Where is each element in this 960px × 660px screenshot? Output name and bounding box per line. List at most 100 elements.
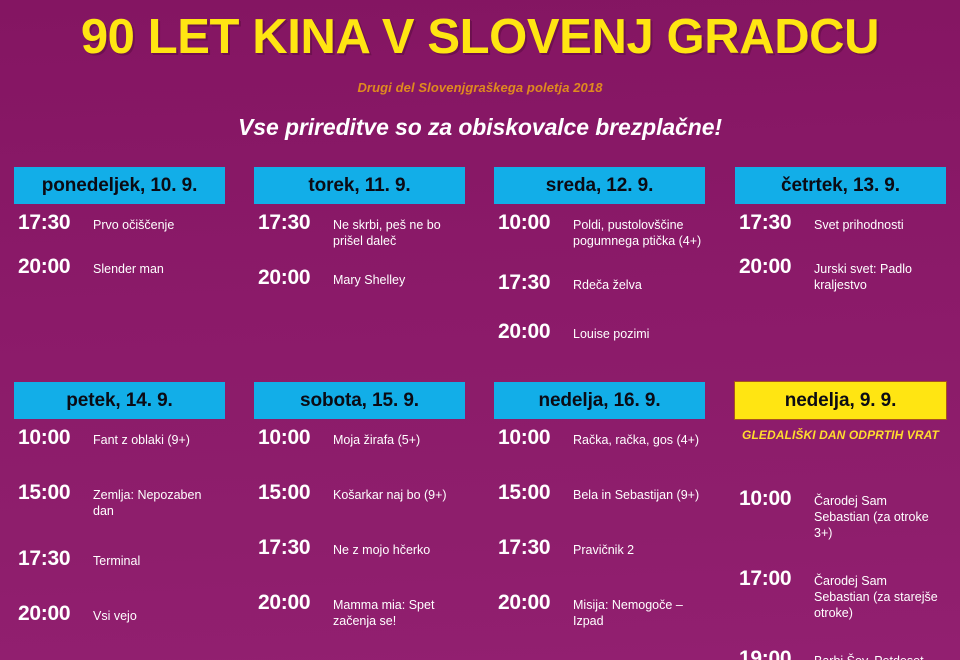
event-time: 20:00 (498, 591, 551, 614)
event-title: Svet prihodnosti (814, 218, 904, 232)
event-row[interactable]: 19:00 Barbi Šov, Petdeset odtenkov ženske (735, 648, 946, 660)
event-title: Ne skrbi, peš ne bo prišel daleč (333, 218, 441, 248)
event-list: 17:30 Ne skrbi, peš ne bo prišel daleč 20:… (254, 212, 465, 293)
event-row[interactable]: 17:30 Rdeča želva (494, 272, 705, 298)
event-title: Terminal (93, 554, 141, 568)
day-header[interactable]: torek, 11. 9. (254, 167, 465, 204)
event-row[interactable]: 10:00 Fant z oblaki (9+) (14, 427, 225, 453)
event-title: Bela in Sebastijan (9+) (573, 488, 700, 502)
poster-subtitle: Drugi del Slovenjgraškega poletja 2018 (357, 80, 603, 95)
event-time: 10:00 (498, 211, 551, 234)
event-list: 17:30 Svet prihodnosti 20:00 Jurski svet: P… (735, 212, 946, 293)
event-time: 20:00 (258, 591, 311, 614)
poster-tagline: Vse prireditve so za obiskovalce brezpla… (238, 114, 722, 140)
event-list: 10:00 Poldi, pustolovščine pogumnega ptič… (494, 212, 705, 347)
event-title: Moja žirafa (5+) (333, 433, 421, 447)
event-list: 17:30 Prvo očiščenje 20:00 Slender man (14, 212, 225, 282)
event-row[interactable]: 10:00 Moja žirafa (5+) (254, 427, 465, 453)
day-column: ponedeljek, 10. 9. 17:30 Prvo očiščenje 20:… (14, 167, 225, 304)
event-title: Vsi vejo (93, 609, 137, 623)
event-row[interactable]: 20:00 Mary Shelley (254, 267, 465, 293)
event-title: Barbi Šov, Petdeset odtenkov ženske (814, 652, 946, 660)
event-time: 17:30 (498, 271, 551, 294)
day-column: četrtek, 13. 9. 17:30 Svet prihodnosti 20:0… (735, 167, 946, 315)
day-header[interactable]: nedelja, 16. 9. (494, 382, 705, 419)
event-time: 10:00 (18, 426, 71, 449)
event-row[interactable]: 17:30 Ne z mojo hčerko (254, 537, 465, 563)
event-row[interactable]: 15:00 Bela in Sebastijan (9+) (494, 482, 705, 508)
event-title: Rdeča želva (573, 278, 642, 292)
event-title: Prvo očiščenje (93, 218, 175, 232)
event-row[interactable]: 15:00 Košarkar naj bo (9+) (254, 482, 465, 508)
poster-title: 90 LET KINA V SLOVENJ GRADCU (80, 10, 880, 64)
event-title: Slender man (93, 262, 164, 276)
event-title: Mary Shelley (333, 273, 406, 287)
event-title: Louise pozimi (573, 327, 650, 341)
event-time: 17:30 (498, 536, 551, 559)
event-title: Zemlja: Nepozaben dan (93, 488, 202, 518)
event-row[interactable]: 10:00 Čarodej Sam Sebastian (za otroke 3+… (735, 488, 946, 541)
event-row[interactable]: 15:00 Zemlja: Nepozaben dan (14, 482, 225, 519)
event-list: 10:00 Čarodej Sam Sebastian (za otroke 3+… (735, 488, 946, 660)
day-header[interactable]: nedelja, 9. 9. (735, 382, 946, 419)
event-time: 20:00 (18, 602, 71, 625)
event-row[interactable]: 17:00 Čarodej Sam Sebastian (za starejše … (735, 568, 946, 621)
event-time: 15:00 (258, 481, 311, 504)
event-row[interactable]: 20:00 Jurski svet: Padlo kraljestvo (735, 256, 946, 293)
event-time: 17:30 (258, 536, 311, 559)
event-row[interactable]: 17:30 Terminal (14, 548, 225, 574)
event-row[interactable]: 17:30 Prvo očiščenje (14, 212, 225, 238)
event-row[interactable]: 10:00 Račka, račka, gos (4+) (494, 427, 705, 453)
event-time: 17:30 (18, 547, 71, 570)
event-row[interactable]: 17:30 Svet prihodnosti (735, 212, 946, 238)
day-header[interactable]: petek, 14. 9. (14, 382, 225, 419)
event-time: 15:00 (18, 481, 71, 504)
day-header[interactable]: ponedeljek, 10. 9. (14, 167, 225, 204)
event-row[interactable]: 20:00 Vsi vejo (14, 603, 225, 629)
day-column: sreda, 12. 9. 10:00 Poldi, pustolovščine p… (494, 167, 705, 374)
event-time: 15:00 (498, 481, 551, 504)
event-title: Mamma mia: Spet začenja se! (333, 598, 435, 628)
event-time: 19:00 (739, 647, 792, 660)
event-title: Račka, račka, gos (4+) (573, 433, 700, 447)
event-row[interactable]: 10:00 Poldi, pustolovščine pogumnega ptič… (494, 212, 705, 249)
event-time: 10:00 (498, 426, 551, 449)
event-row[interactable]: 20:00 Slender man (14, 256, 225, 282)
event-title: Košarkar naj bo (9+) (333, 488, 447, 502)
event-time: 20:00 (739, 255, 792, 278)
event-time: 20:00 (498, 320, 551, 343)
event-time: 20:00 (18, 255, 71, 278)
event-list: 10:00 Fant z oblaki (9+) 15:00 Zemlja: Nepo… (14, 427, 225, 629)
event-time: 17:30 (739, 211, 792, 234)
event-title: Ne z mojo hčerko (333, 543, 431, 557)
event-time: 10:00 (739, 487, 792, 510)
day-header[interactable]: četrtek, 13. 9. (735, 167, 946, 204)
event-title: Fant z oblaki (9+) (93, 433, 190, 447)
event-row[interactable]: 20:00 Misija: Nemogoče – Izpad (494, 592, 705, 629)
day-note: GLEDALIŠKI DAN ODPRTIH VRAT (742, 428, 939, 442)
event-title: Pravičnik 2 (573, 543, 635, 557)
event-title: Čarodej Sam Sebastian (za starejše otrok… (814, 574, 938, 620)
day-column: nedelja, 9. 9. GLEDALIŠKI DAN ODPRTIH VRA… (735, 382, 946, 660)
day-column: nedelja, 16. 9. 10:00 Račka, račka, gos (4… (494, 382, 705, 660)
day-column: sobota, 15. 9. 10:00 Moja žirafa (5+) 15:00… (254, 382, 465, 660)
event-row[interactable]: 20:00 Louise pozimi (494, 321, 705, 347)
event-title: Misija: Nemogoče – Izpad (573, 598, 683, 628)
event-title: Čarodej Sam Sebastian (za otroke 3+) (814, 494, 929, 540)
event-title: Poldi, pustolovščine pogumnega ptička (4… (573, 218, 702, 248)
event-list: 10:00 Račka, račka, gos (4+) 15:00 Bela in … (494, 427, 705, 629)
event-time: 10:00 (258, 426, 311, 449)
day-column: torek, 11. 9. 17:30 Ne skrbi, peš ne bo pr… (254, 167, 465, 315)
day-column: petek, 14. 9. 10:00 Fant z oblaki (9+) 15:0… (14, 382, 225, 660)
event-row[interactable]: 17:30 Pravičnik 2 (494, 537, 705, 563)
event-time: 17:30 (18, 211, 71, 234)
event-time: 17:30 (258, 211, 311, 234)
day-header[interactable]: sreda, 12. 9. (494, 167, 705, 204)
day-header[interactable]: sobota, 15. 9. (254, 382, 465, 419)
event-row[interactable]: 20:00 Mamma mia: Spet začenja se! (254, 592, 465, 629)
event-time: 20:00 (258, 266, 311, 289)
event-row[interactable]: 17:30 Ne skrbi, peš ne bo prišel daleč (254, 212, 465, 249)
event-list: 10:00 Moja žirafa (5+) 15:00 Košarkar naj b… (254, 427, 465, 629)
